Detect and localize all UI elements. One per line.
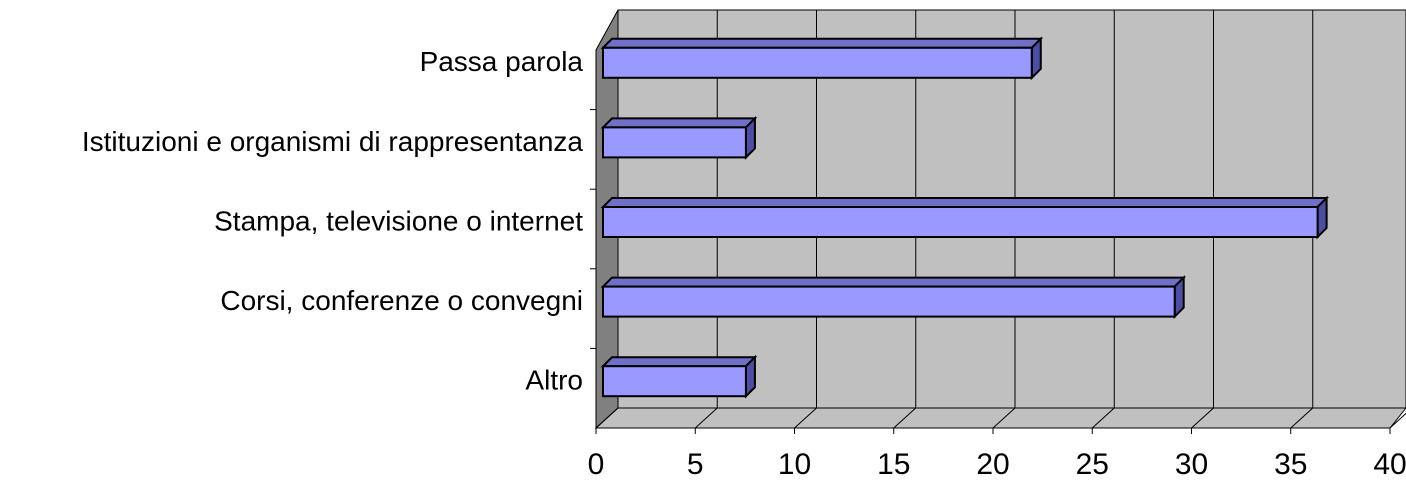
x-tick-label: 25 (1076, 448, 1109, 481)
x-tick-label: 0 (588, 448, 605, 481)
x-tick-label: 10 (778, 448, 811, 481)
y-tick-label: Altro (525, 365, 583, 396)
bar (602, 365, 747, 398)
bar (602, 126, 747, 159)
y-tick-label: Passa parola (420, 46, 584, 77)
bar-top (600, 37, 1044, 49)
grid-line (1389, 412, 1406, 429)
grid-line (1290, 407, 1314, 429)
x-tick-label: 40 (1373, 448, 1406, 481)
grid-line (992, 407, 1016, 429)
x-tick-label: 5 (687, 448, 704, 481)
bar (602, 285, 1176, 318)
bar-top (600, 276, 1187, 288)
bar (602, 46, 1033, 79)
floor (594, 407, 1406, 429)
plot: 0 5 10 15 20 25 30 35 40 Passa parola Istituzioni … (82, 10, 1406, 481)
x-tick-label: 20 (976, 448, 1009, 481)
grid-line (595, 407, 619, 429)
bar-top (600, 117, 758, 129)
bar (602, 206, 1319, 238)
grid-line (1091, 407, 1115, 429)
y-tick-label: Stampa, televisione o internet (214, 205, 583, 236)
y-tick-label: Corsi, conferenze o convegni (220, 285, 583, 316)
grid-line (794, 407, 817, 429)
bar-top (600, 356, 758, 368)
grid-line (694, 407, 718, 429)
bar-top (600, 197, 1330, 208)
grid-line (1191, 407, 1214, 429)
x-tick-label: 30 (1175, 448, 1208, 481)
x-tick-label: 35 (1274, 448, 1307, 481)
y-tick-label: Istituzioni e organismi di rappresentanz… (82, 126, 584, 157)
grid-line (893, 407, 917, 429)
x-tick-label: 15 (877, 448, 910, 481)
